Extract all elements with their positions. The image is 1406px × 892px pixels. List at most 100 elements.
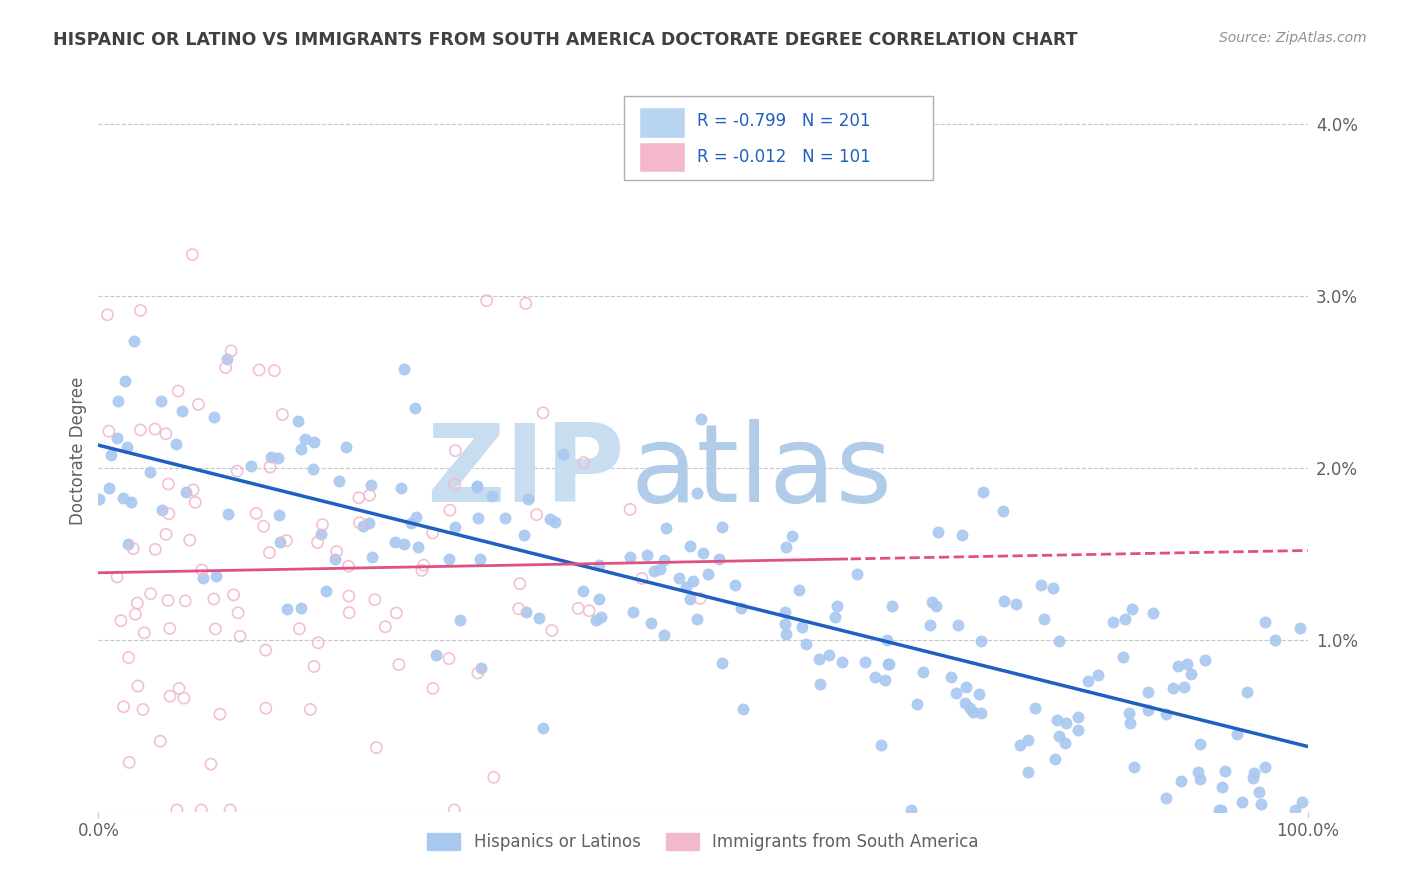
Point xyxy=(214,360,236,375)
Point xyxy=(773,617,796,632)
Point xyxy=(724,578,747,592)
Point xyxy=(1008,738,1031,752)
Point xyxy=(187,397,209,411)
Point xyxy=(357,516,380,530)
Point xyxy=(184,495,207,509)
Point xyxy=(307,535,329,549)
Point xyxy=(229,629,252,643)
Point xyxy=(870,738,893,752)
Point xyxy=(967,687,990,701)
Point xyxy=(165,436,187,450)
Point xyxy=(155,426,177,441)
Point xyxy=(439,503,461,517)
Point xyxy=(361,549,384,564)
Point xyxy=(1264,633,1286,648)
Point xyxy=(707,552,730,566)
Point xyxy=(1047,633,1070,648)
Point xyxy=(1208,803,1230,817)
Point xyxy=(654,521,676,535)
Point xyxy=(1046,714,1069,728)
FancyBboxPatch shape xyxy=(638,142,685,172)
Point xyxy=(1253,615,1275,629)
Point xyxy=(541,624,564,638)
Point xyxy=(143,422,166,436)
Point xyxy=(157,593,180,607)
Point xyxy=(1054,716,1077,731)
Point xyxy=(422,525,444,540)
Point xyxy=(411,563,433,577)
Point xyxy=(845,567,868,582)
Text: ZIP: ZIP xyxy=(426,419,624,525)
Point xyxy=(437,551,460,566)
Point xyxy=(302,434,325,449)
Point xyxy=(150,502,173,516)
Point xyxy=(494,510,516,524)
Point xyxy=(1284,803,1306,817)
Point xyxy=(1136,685,1159,699)
Point xyxy=(149,734,172,748)
Point xyxy=(443,803,465,817)
Y-axis label: Doctorate Degree: Doctorate Degree xyxy=(69,376,87,524)
Point xyxy=(290,442,312,457)
Point xyxy=(808,677,831,691)
Point xyxy=(302,659,325,673)
Point xyxy=(912,665,935,679)
Point xyxy=(179,533,201,548)
Point xyxy=(425,648,447,663)
Point xyxy=(115,441,138,455)
Point xyxy=(948,618,970,632)
Point xyxy=(276,533,298,548)
Point xyxy=(174,485,197,500)
Point xyxy=(226,606,249,620)
Point xyxy=(589,609,612,624)
Point xyxy=(955,696,977,710)
Point xyxy=(578,604,600,618)
Point xyxy=(301,462,323,476)
Point xyxy=(105,570,128,584)
Point xyxy=(1194,652,1216,666)
Point xyxy=(1004,597,1026,611)
Point xyxy=(1161,681,1184,695)
Point xyxy=(1187,765,1209,780)
Point xyxy=(276,601,298,615)
Point xyxy=(654,553,676,567)
Text: atlas: atlas xyxy=(630,419,893,525)
Point xyxy=(337,606,360,620)
Point xyxy=(259,460,281,475)
Point xyxy=(790,619,813,633)
Point xyxy=(1017,764,1039,779)
Point xyxy=(359,488,381,502)
Point xyxy=(287,415,309,429)
Point xyxy=(392,537,415,551)
Point xyxy=(551,447,574,461)
Point xyxy=(117,537,139,551)
Point xyxy=(204,409,226,424)
Point xyxy=(1136,703,1159,717)
Point xyxy=(711,656,734,670)
Point xyxy=(675,580,697,594)
Point xyxy=(1189,737,1212,751)
Point xyxy=(567,601,589,615)
Text: R = -0.799   N = 201: R = -0.799 N = 201 xyxy=(697,112,870,130)
Point xyxy=(468,552,491,566)
Point xyxy=(323,552,346,566)
Point xyxy=(374,620,396,634)
Point xyxy=(449,613,471,627)
Point xyxy=(1289,621,1312,635)
Point xyxy=(208,707,231,722)
Point xyxy=(132,702,155,716)
Point xyxy=(174,594,197,608)
Point xyxy=(267,451,290,466)
Point xyxy=(775,540,797,554)
Point xyxy=(202,591,225,606)
Point xyxy=(1054,736,1077,750)
Point xyxy=(239,458,262,473)
Point xyxy=(1067,709,1090,723)
Point xyxy=(1042,581,1064,595)
Point xyxy=(181,247,204,261)
Point xyxy=(254,701,277,715)
Point xyxy=(875,673,897,687)
Point xyxy=(690,411,713,425)
Point xyxy=(1236,684,1258,698)
Point xyxy=(970,634,993,648)
